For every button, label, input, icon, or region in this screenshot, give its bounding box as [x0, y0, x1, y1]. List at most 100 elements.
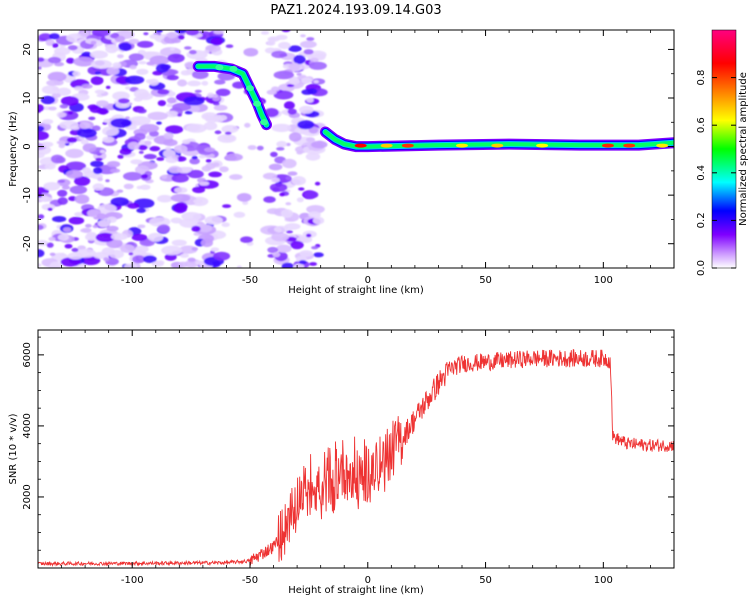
noise-blob [123, 183, 134, 190]
colorbar-gradient [711, 29, 737, 269]
noise-blob [204, 215, 223, 225]
noise-blob [86, 231, 97, 238]
signal-hotspot [623, 143, 636, 148]
signal-hotspot [602, 143, 614, 148]
noise-blob [290, 240, 304, 250]
noise-blob [80, 139, 89, 145]
noise-blob [163, 132, 174, 140]
noise-blob [229, 174, 243, 180]
noise-blob [128, 252, 134, 256]
noise-blob [77, 245, 86, 250]
snr-xlabel: Height of straight line (km) [288, 585, 424, 596]
noise-blob [137, 224, 146, 229]
noise-blob [201, 80, 209, 86]
noise-blob [273, 90, 294, 100]
noise-blob [149, 130, 159, 137]
noise-blob [214, 130, 222, 135]
noise-blob [189, 50, 197, 55]
noise-blob [170, 217, 183, 224]
noise-blob [110, 233, 128, 241]
noise-blob [63, 227, 72, 233]
noise-blob [184, 110, 193, 115]
noise-blob [47, 56, 62, 64]
noise-blob [112, 47, 118, 52]
noise-blob [97, 203, 117, 213]
noise-blob [79, 122, 91, 129]
noise-blob [203, 49, 210, 54]
noise-blob [67, 252, 84, 260]
spectrogram-ytick-label: 0 [22, 143, 33, 149]
noise-blob [127, 202, 140, 209]
noise-blob [116, 189, 124, 193]
spectrogram-xtick-label: -50 [242, 275, 258, 286]
noise-blob [260, 31, 270, 35]
noise-blob [169, 47, 175, 51]
noise-blob [59, 112, 67, 117]
noise-blob [82, 167, 91, 174]
noise-blob [298, 260, 307, 265]
noise-blob [291, 176, 306, 186]
noise-blob [191, 247, 199, 251]
noise-blob [66, 57, 75, 64]
noise-blob [271, 50, 287, 59]
noise-blob [57, 179, 66, 183]
noise-blob [127, 141, 140, 150]
noise-blob [157, 194, 173, 203]
snr-xtick-label: 50 [479, 575, 492, 586]
noise-blob [92, 224, 99, 229]
signal-bead [229, 65, 238, 72]
noise-blob [183, 96, 205, 106]
noise-blob [93, 167, 103, 175]
noise-blob [103, 118, 111, 123]
noise-blob [110, 168, 121, 173]
noise-blob [197, 221, 204, 225]
noise-blob [156, 30, 163, 33]
snr-ytick-label: 4000 [22, 413, 33, 438]
noise-blob [288, 78, 300, 85]
noise-blob [38, 224, 44, 230]
noise-blob [306, 137, 315, 143]
signal-bead [253, 100, 262, 107]
noise-blob [168, 165, 182, 174]
noise-blob [94, 71, 102, 75]
figure-title: PAZ1.2024.193.09.14.G03 [270, 3, 441, 18]
signal-hotspot [491, 143, 504, 148]
noise-blob [94, 89, 106, 95]
noise-blob [312, 216, 325, 225]
noise-blob [281, 30, 291, 33]
noise-blob [139, 184, 151, 190]
noise-blob [198, 154, 206, 159]
noise-blob [221, 222, 230, 227]
noise-blob [224, 153, 243, 161]
noise-blob [160, 64, 171, 70]
noise-blob [118, 98, 130, 104]
noise-blob [191, 155, 198, 160]
noise-blob [174, 30, 187, 34]
noise-blob [293, 263, 305, 268]
noise-blob [81, 255, 101, 266]
spectrogram-ytick-label: 20 [22, 43, 33, 56]
snr-ylabel: SNR (10 * v/v) [8, 413, 19, 484]
noise-blob [117, 54, 124, 59]
noise-blob [185, 123, 207, 133]
noise-blob [38, 104, 45, 112]
noise-blob [38, 125, 45, 132]
spectrogram-xtick-label: 100 [594, 275, 613, 286]
noise-blob [69, 185, 88, 195]
noise-blob [167, 69, 179, 75]
noise-blob [72, 71, 81, 77]
noise-blob [214, 79, 226, 85]
noise-blob [92, 125, 101, 131]
noise-blob [314, 181, 321, 186]
noise-blob [96, 100, 109, 107]
noise-blob [273, 70, 294, 80]
noise-blob [167, 53, 185, 63]
noise-blob [144, 140, 152, 146]
noise-blob [46, 79, 60, 86]
noise-blob [102, 136, 115, 143]
noise-blob [166, 103, 174, 108]
noise-blob [299, 250, 313, 257]
noise-blob [38, 66, 42, 70]
noise-blob [125, 116, 130, 120]
